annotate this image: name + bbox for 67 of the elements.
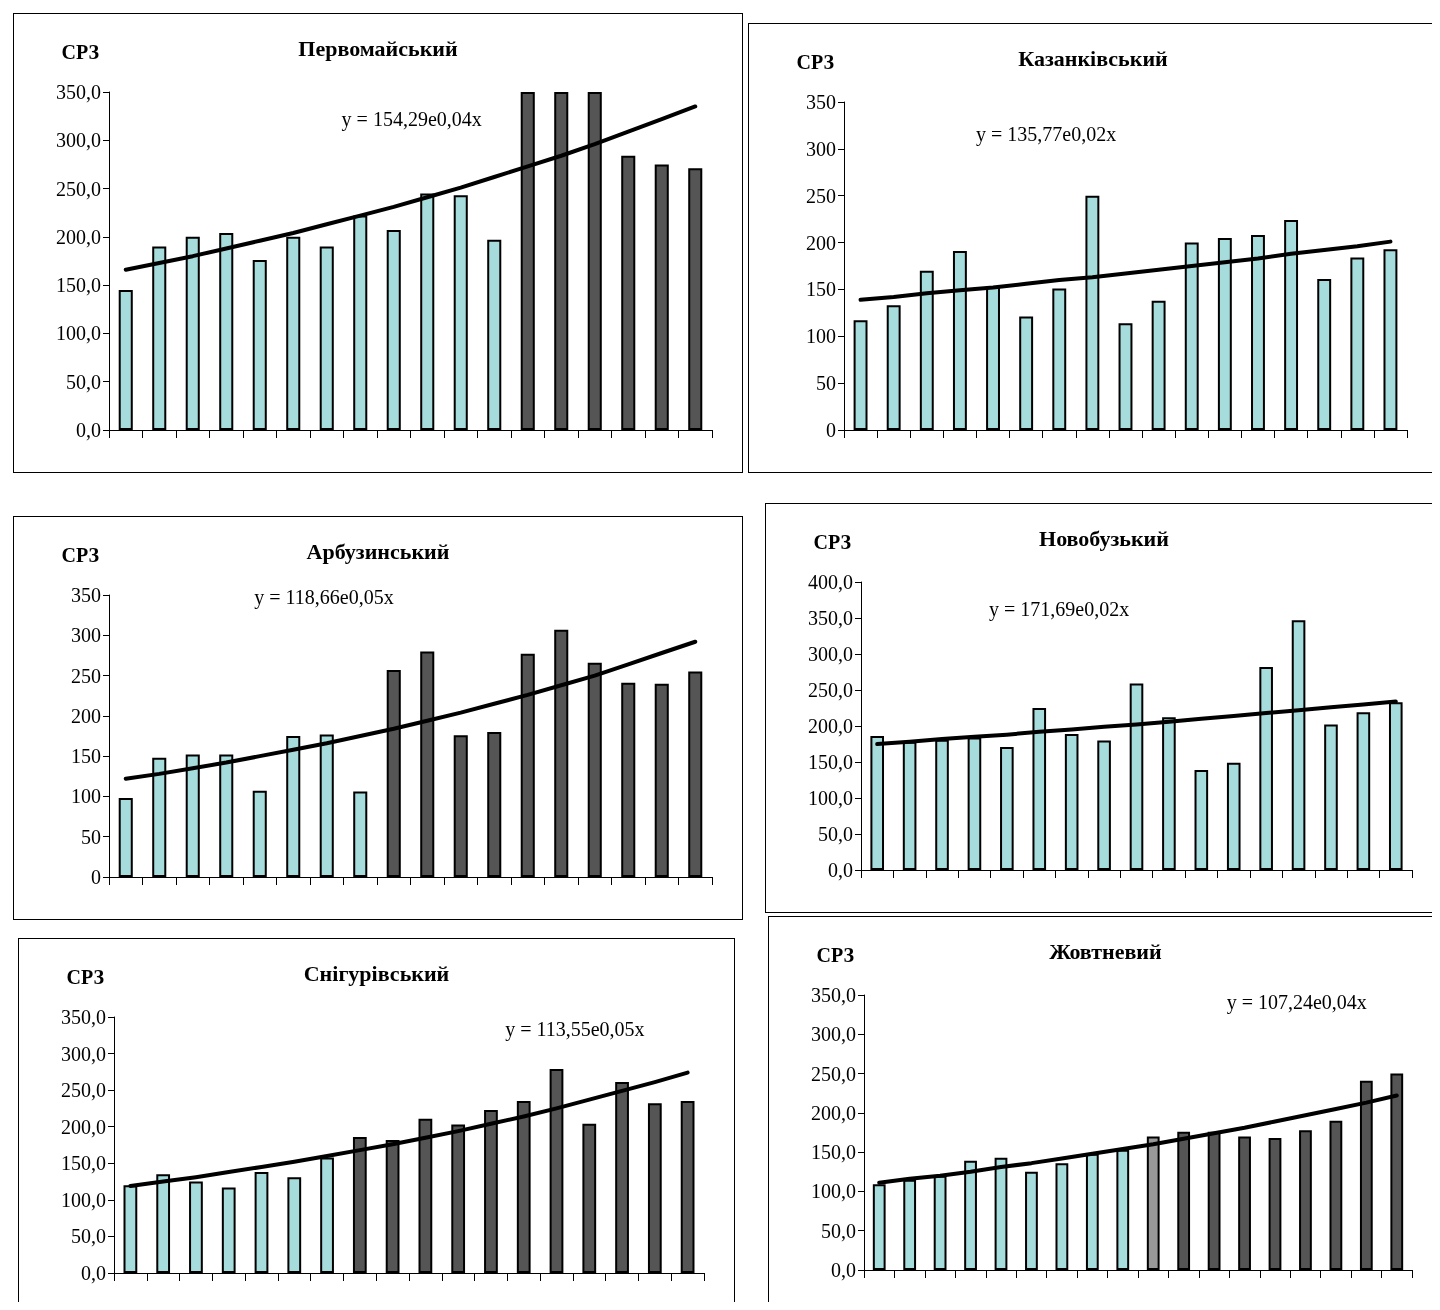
chart-title: Жовтневий [1049,938,1162,964]
y-tick-label: 0,0 [81,1262,106,1284]
y-tick-label: 100 [71,785,101,808]
y-tick-label: 200,0 [61,1115,106,1138]
chart-title: Казанківський [1018,45,1169,71]
y-tick-label: 200 [71,704,101,727]
y-tick-label: 0 [826,419,836,441]
y-tick-label: 350,0 [56,81,101,103]
y-tick-label: 100,0 [56,322,101,345]
y-tick-label: 0,0 [828,859,853,881]
y-tick-label: 350,0 [61,1006,106,1028]
y-tick-label: 0,0 [76,419,101,441]
y-tick-label: 300 [806,137,836,160]
y-tick-label: 350 [71,584,101,606]
y-tick-label: 300,0 [61,1042,106,1065]
y-tick-label: 50,0 [818,823,853,845]
y-tick-label: 250,0 [56,177,101,200]
y-tick-label: 0 [91,866,101,888]
annotation: y = 135,77e0,02x [976,123,1117,146]
annotation: y = 118,66e0,05x [254,586,394,609]
y-tick-label: 350,0 [811,984,856,1006]
y-tick-label: 300,0 [56,129,101,152]
y-tick-label: 400,0 [808,571,853,593]
y-tick-label: 100,0 [811,1180,856,1203]
y-tick-label: 350,0 [808,607,853,629]
y-tick-label: 250,0 [811,1062,856,1085]
y-axis-title: СРЗ [61,41,100,63]
y-tick-label: 250,0 [808,679,853,701]
y-tick-label: 150 [71,745,101,768]
chart-title: Новобузький [1039,525,1170,551]
y-tick-label: 50 [81,825,101,848]
y-tick-label: 100 [806,325,836,348]
y-tick-label: 150,0 [56,274,101,297]
y-tick-label: 50,0 [66,370,101,393]
y-tick-label: 150,0 [811,1141,856,1164]
y-tick-label: 100,0 [61,1188,106,1211]
y-tick-label: 200,0 [56,225,101,248]
annotation: y = 113,55e0,05x [505,1018,645,1041]
y-tick-label: 300 [71,624,101,647]
y-tick-label: 200,0 [808,715,853,737]
annotation: y = 171,69e0,02x [989,598,1130,621]
y-axis-title: СРЗ [66,966,105,988]
y-tick-label: 50,0 [821,1219,856,1242]
y-tick-label: 150,0 [808,751,853,773]
y-tick-label: 50,0 [71,1225,106,1248]
y-tick-label: 250 [806,184,836,207]
annotation: y = 107,24e0,04x [1226,991,1367,1014]
y-tick-label: 0,0 [831,1259,856,1281]
y-axis-title: СРЗ [796,51,835,73]
y-tick-label: 300,0 [808,643,853,665]
y-tick-label: 300,0 [811,1023,856,1046]
y-tick-label: 50 [816,372,836,395]
y-tick-label: 200,0 [811,1101,856,1124]
y-tick-label: 200 [806,231,836,254]
y-axis-title: СРЗ [61,544,100,566]
y-tick-label: 350 [806,91,836,113]
y-tick-label: 150,0 [61,1152,106,1175]
y-tick-label: 150 [806,278,836,301]
y-axis-title: СРЗ [813,531,852,553]
annotation: y = 154,29e0,04x [341,108,482,131]
y-tick-label: 250 [71,664,101,687]
chart-title: Снігурівський [303,960,450,986]
chart-title: Первомайський [298,35,458,61]
y-tick-label: 250,0 [61,1079,106,1102]
y-tick-label: 100,0 [808,787,853,809]
y-axis-title: СРЗ [816,944,855,966]
chart-title: Арбузинський [306,538,450,564]
